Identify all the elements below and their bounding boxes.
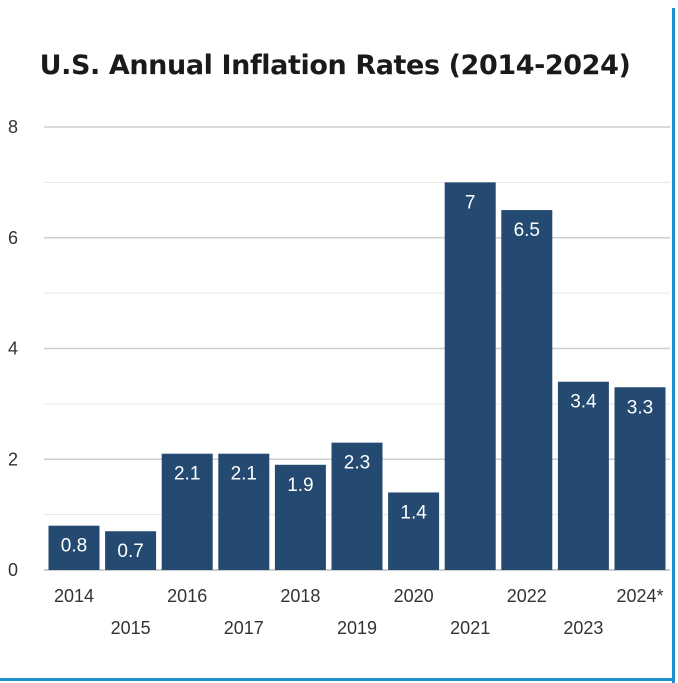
y-tick-label: 2	[8, 449, 18, 469]
bar	[218, 453, 270, 570]
x-tick-label: 2023	[563, 618, 603, 638]
bar	[614, 387, 666, 570]
bar-value-label: 3.3	[627, 397, 653, 418]
bar	[161, 453, 213, 570]
bar-value-label: 0.7	[117, 541, 143, 562]
x-tick-label: 2017	[224, 618, 264, 638]
bar	[274, 464, 326, 570]
x-axis: 2014 2015 2016 2017 2018 2019 2020 2021 2022 2023…	[54, 586, 664, 638]
frame-border-bottom	[0, 678, 675, 681]
bar-value-label: 2.1	[231, 464, 257, 485]
bar	[48, 525, 100, 570]
y-tick-label: 6	[8, 228, 18, 248]
bar	[557, 381, 609, 570]
x-tick-label: 2022	[507, 586, 547, 606]
bar-value-label: 0.8	[61, 536, 87, 557]
bar	[331, 442, 383, 570]
bar-value-label: 6.5	[514, 220, 540, 241]
x-tick-label: 2019	[337, 618, 377, 638]
x-tick-label: 2016	[167, 586, 207, 606]
bar	[444, 182, 496, 570]
bar	[105, 531, 157, 570]
x-tick-label: 2021	[450, 618, 490, 638]
y-tick-label: 0	[8, 560, 18, 580]
bar	[388, 492, 440, 570]
x-tick-label: 2014	[54, 586, 94, 606]
x-tick-label: 2020	[394, 586, 434, 606]
bars: 0.8 0.7 2.1 2.1 1.9 2.3 1.4 7 6.5 3.4 3.3	[48, 182, 666, 570]
y-axis: 0 2 4 6 8	[8, 117, 18, 580]
y-tick-label: 4	[8, 339, 18, 359]
bar-value-label: 2.1	[174, 464, 200, 485]
bar-value-label: 2.3	[344, 453, 370, 474]
y-tick-label: 8	[8, 117, 18, 137]
bar-value-label: 7	[465, 192, 476, 213]
x-tick-label: 2015	[111, 618, 151, 638]
chart-title: U.S. Annual Inflation Rates (2014-2024)	[39, 50, 631, 81]
x-tick-label: 2018	[280, 586, 320, 606]
bar-value-label: 1.9	[287, 475, 313, 496]
frame-border-right	[672, 8, 675, 683]
bar-value-label: 3.4	[570, 392, 597, 413]
bar-value-label: 1.4	[400, 502, 427, 523]
x-tick-label: 2024*	[616, 586, 663, 606]
bar	[501, 210, 553, 570]
